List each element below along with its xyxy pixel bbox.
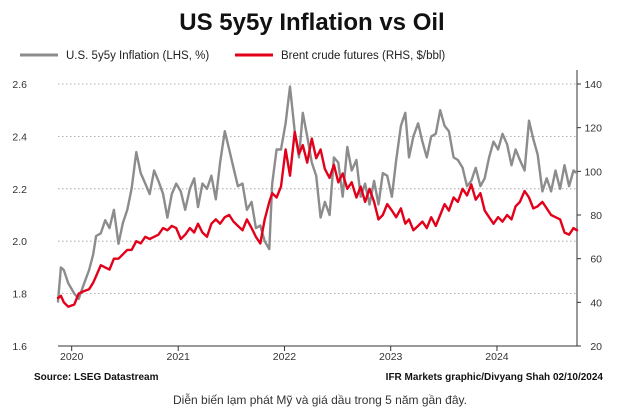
series-line-inflation <box>56 85 579 303</box>
right-tick-label: 60 <box>590 254 602 266</box>
x-tick-label: 2020 <box>60 351 84 363</box>
source-note: Source: LSEG Datastream <box>34 372 159 383</box>
right-tick-label: 20 <box>590 341 602 353</box>
left-tick-label: 1.8 <box>12 289 27 301</box>
credit-note: IFR Markets graphic/Divyang Shah 02/10/2… <box>386 372 604 383</box>
right-tick-label: 80 <box>590 210 602 222</box>
x-tick-label: 2023 <box>379 351 403 363</box>
right-tick-label: 100 <box>584 166 602 178</box>
right-tick-label: 140 <box>584 79 602 91</box>
chart-title: US 5y5y Inflation vs Oil <box>179 9 444 36</box>
caption: Diễn biến lạm phát Mỹ và giá dầu trong 5… <box>173 392 467 407</box>
legend-label-inflation: U.S. 5y5y Inflation (LHS, %) <box>66 50 209 62</box>
axes: 1.6 1.8 2.0 2.2 2.4 2.6 20 40 60 80 100 120 140 2020 2… <box>12 70 602 363</box>
series-lines <box>56 85 579 308</box>
left-tick-label: 2.2 <box>12 184 27 196</box>
left-tick-label: 2.6 <box>12 79 27 91</box>
legend-label-brent: Brent crude futures (RHS, $/bbl) <box>281 50 445 62</box>
left-tick-label: 2.0 <box>12 236 27 248</box>
right-tick-label: 120 <box>584 123 602 135</box>
x-tick-label: 2021 <box>167 351 191 363</box>
x-tick-label: 2024 <box>485 351 509 363</box>
right-tick-label: 40 <box>590 297 602 309</box>
left-tick-label: 2.4 <box>12 131 27 143</box>
gridlines <box>58 83 577 347</box>
legend: U.S. 5y5y Inflation (LHS, %) Brent crude… <box>20 50 445 62</box>
x-tick-label: 2022 <box>273 351 297 363</box>
left-tick-label: 1.6 <box>12 341 27 353</box>
series-line-brent <box>56 130 579 308</box>
